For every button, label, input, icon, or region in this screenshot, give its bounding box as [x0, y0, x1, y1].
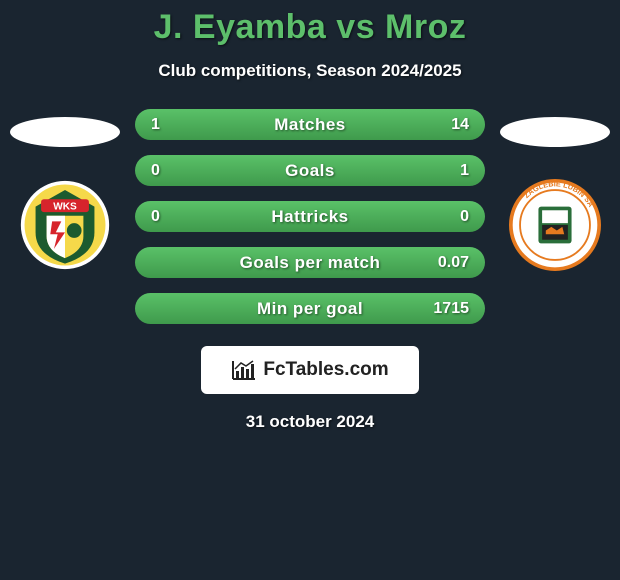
stat-left-value: 0: [151, 162, 195, 180]
stat-row: 0 Hattricks 0: [135, 201, 485, 232]
stat-row: Goals per match 0.07: [135, 247, 485, 278]
stat-right-value: 1: [425, 162, 469, 180]
comparison-subtitle: Club competitions, Season 2024/2025: [0, 61, 620, 81]
player-right-avatar-bg: [500, 117, 610, 147]
club-left-crest: WKS: [19, 179, 111, 271]
brand-text: FcTables.com: [263, 359, 388, 381]
player-left-avatar-bg: [10, 117, 120, 147]
stats-list: 1 Matches 14 0 Goals 1 0 Hattricks 0 Goa…: [135, 109, 485, 324]
comparison-body: WKS 1 Matches 14 0 Goals 1 0 H: [0, 109, 620, 324]
stat-label: Goals per match: [195, 253, 425, 273]
stat-right-value: 1715: [425, 300, 469, 318]
stat-row: 0 Goals 1: [135, 155, 485, 186]
comparison-title: J. Eyamba vs Mroz: [0, 8, 620, 47]
crest-right-stripe: [542, 210, 568, 223]
stat-right-value: 14: [425, 116, 469, 134]
stat-row: 1 Matches 14: [135, 109, 485, 140]
chart-icon: [231, 359, 257, 381]
stat-label: Goals: [195, 161, 425, 181]
club-right-crest: ZAGLEBIE LUBIN SA: [509, 179, 601, 271]
player-right-column: ZAGLEBIE LUBIN SA: [495, 109, 615, 271]
stat-right-value: 0: [425, 208, 469, 226]
stat-row: Min per goal 1715: [135, 293, 485, 324]
stat-label: Matches: [195, 115, 425, 135]
brand-plate[interactable]: FcTables.com: [201, 346, 419, 394]
player-left-column: WKS: [5, 109, 125, 271]
date-text: 31 october 2024: [0, 412, 620, 432]
stat-left-value: 0: [151, 208, 195, 226]
stat-label: Min per goal: [195, 299, 425, 319]
crest-left-ball: [67, 223, 82, 238]
stat-left-value: 1: [151, 116, 195, 134]
stat-right-value: 0.07: [425, 254, 469, 272]
crest-left-text: WKS: [53, 201, 77, 212]
stat-label: Hattricks: [195, 207, 425, 227]
